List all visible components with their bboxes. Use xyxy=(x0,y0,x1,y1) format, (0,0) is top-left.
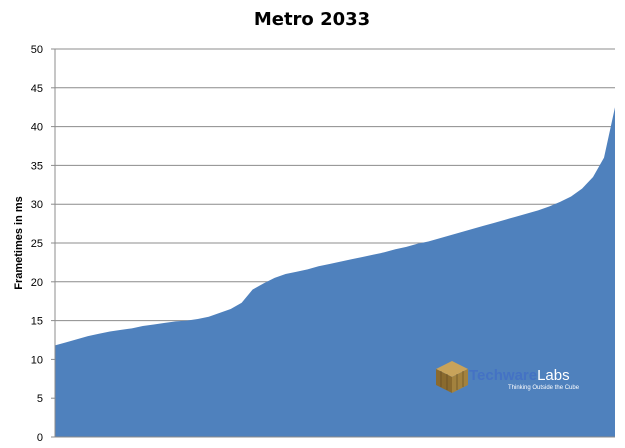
y-tick-label: 40 xyxy=(31,122,43,134)
y-tick-label: 10 xyxy=(31,354,43,366)
watermark: TechwareLabs Thinking Outside the Cube xyxy=(436,361,580,393)
y-tick-label: 0 xyxy=(37,432,43,444)
axes xyxy=(54,49,615,438)
y-tick-label: 35 xyxy=(31,160,43,172)
y-tick-label: 30 xyxy=(31,199,43,211)
y-axis-label: Frametimes in ms xyxy=(13,196,25,290)
y-tick-label: 50 xyxy=(31,44,43,56)
y-tick-label: 15 xyxy=(31,316,43,328)
y-tick-label: 45 xyxy=(31,83,43,95)
series-area xyxy=(55,107,615,437)
series-area-group xyxy=(55,107,615,437)
y-tick-label: 5 xyxy=(37,393,43,405)
y-tick-labels: 0 5 10 15 20 25 30 35 40 45 50 xyxy=(31,44,55,444)
watermark-brand: TechwareLabs xyxy=(469,367,570,384)
watermark-tagline: Thinking Outside the Cube xyxy=(508,385,580,391)
watermark-brand-b: Labs xyxy=(537,367,570,384)
chart-title: Metro 2033 xyxy=(254,9,370,30)
y-tick-label: 20 xyxy=(31,277,43,289)
watermark-brand-a: Techware xyxy=(469,367,537,384)
cube-logo-icon xyxy=(436,361,468,393)
y-tick-label: 25 xyxy=(31,238,43,250)
